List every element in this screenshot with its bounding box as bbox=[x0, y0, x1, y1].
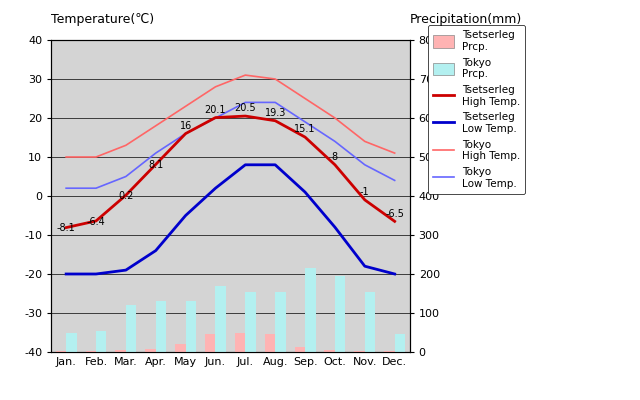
Text: 16: 16 bbox=[179, 121, 192, 131]
Bar bbox=[56, 351, 66, 352]
Bar bbox=[156, 301, 166, 352]
Bar bbox=[205, 334, 216, 352]
Bar bbox=[96, 330, 106, 352]
Legend: Tsetserleg
Prcp., Tokyo
Prcp., Tsetserleg
High Temp., Tsetserleg
Low Temp., Toky: Tsetserleg Prcp., Tokyo Prcp., Tsetserle… bbox=[428, 25, 525, 194]
Bar bbox=[324, 350, 335, 352]
Bar bbox=[86, 351, 96, 352]
Text: 20.5: 20.5 bbox=[234, 103, 256, 113]
Text: -6.4: -6.4 bbox=[86, 216, 106, 226]
Bar bbox=[175, 344, 186, 352]
Bar bbox=[145, 349, 156, 352]
Bar bbox=[294, 347, 305, 352]
Bar bbox=[275, 292, 285, 352]
Bar bbox=[216, 286, 226, 352]
Text: 20.1: 20.1 bbox=[205, 105, 226, 115]
Text: 0.2: 0.2 bbox=[118, 191, 134, 201]
Bar bbox=[186, 301, 196, 352]
Text: -6.5: -6.5 bbox=[385, 208, 404, 218]
Bar bbox=[66, 332, 77, 352]
Text: 15.1: 15.1 bbox=[294, 124, 316, 134]
Text: -8.1: -8.1 bbox=[57, 223, 76, 233]
Bar bbox=[235, 332, 245, 352]
Bar bbox=[335, 276, 346, 352]
Text: 8.1: 8.1 bbox=[148, 160, 163, 170]
Bar bbox=[395, 334, 405, 352]
Bar bbox=[355, 351, 365, 352]
Text: Precipitation(mm): Precipitation(mm) bbox=[410, 13, 522, 26]
Bar bbox=[365, 292, 375, 352]
Bar bbox=[305, 268, 316, 352]
Text: 8: 8 bbox=[332, 152, 338, 162]
Text: 19.3: 19.3 bbox=[264, 108, 286, 118]
Bar bbox=[265, 334, 275, 352]
Bar bbox=[126, 305, 136, 352]
Bar bbox=[384, 351, 395, 352]
Bar bbox=[115, 350, 126, 352]
Text: -1: -1 bbox=[360, 187, 370, 197]
Bar bbox=[245, 292, 256, 352]
Text: Temperature(℃): Temperature(℃) bbox=[51, 13, 154, 26]
